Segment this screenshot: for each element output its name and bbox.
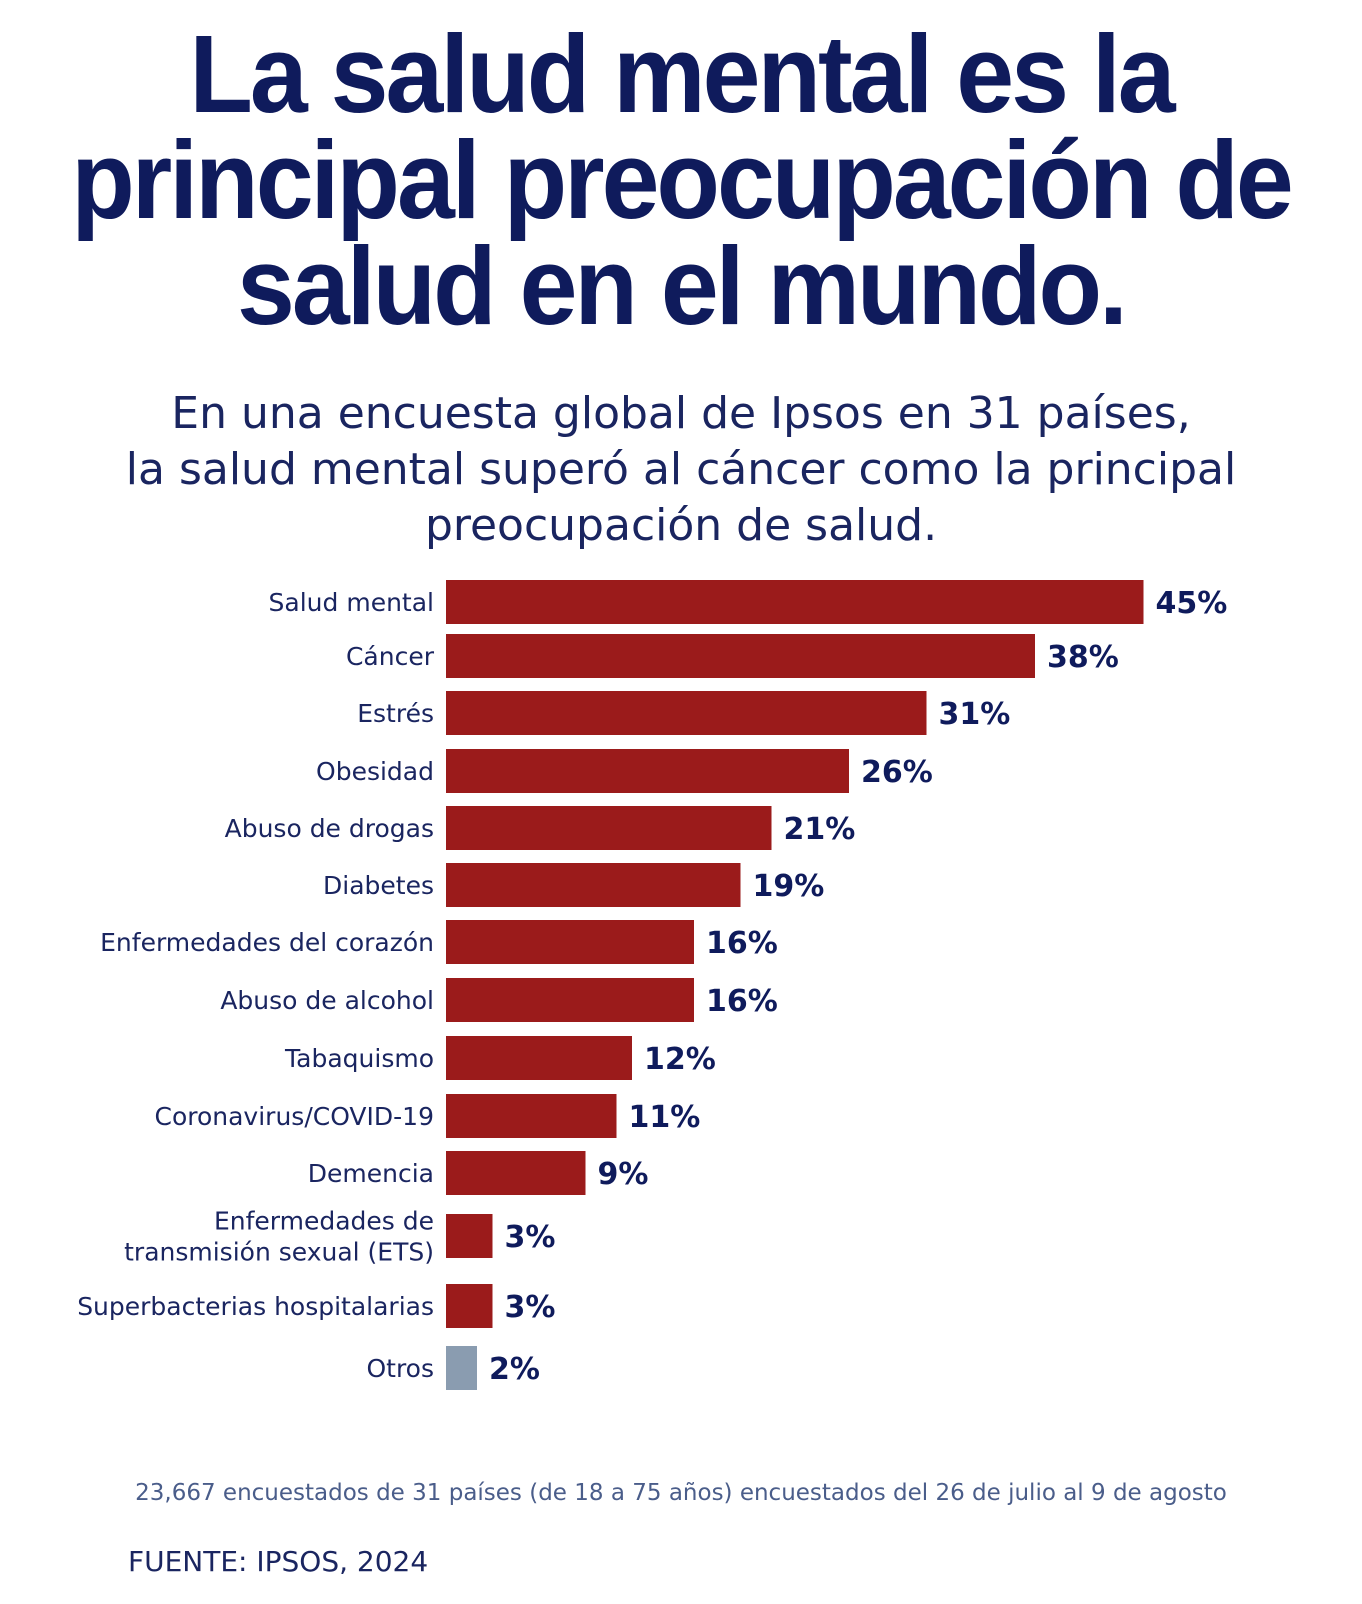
subtitle-line-3: preocupación de salud. <box>424 500 938 551</box>
value-label: 3% <box>505 1220 556 1255</box>
bar <box>446 1346 477 1390</box>
category-label: Enfermedades de <box>214 1207 434 1236</box>
bar <box>446 863 741 907</box>
chart-title: La salud mental es la principal preocupa… <box>0 13 1362 349</box>
category-label: Enfermedades del corazón <box>100 928 434 957</box>
survey-note: 23,667 encuestados de 31 países (de 18 a… <box>135 1480 1227 1506</box>
bar <box>446 580 1144 624</box>
category-label: Abuso de alcohol <box>220 986 434 1015</box>
category-label: Otros <box>366 1354 434 1383</box>
value-label: 9% <box>598 1157 649 1192</box>
value-label: 19% <box>753 869 825 904</box>
category-label: Cáncer <box>346 642 435 671</box>
subtitle-line-2: la salud mental superó al cáncer como la… <box>125 444 1237 495</box>
value-label: 12% <box>644 1042 716 1077</box>
bar <box>446 920 694 964</box>
value-label: 31% <box>939 697 1011 732</box>
value-label: 38% <box>1047 640 1119 675</box>
title-line-1: La salud mental es la <box>189 13 1175 137</box>
category-label: Salud mental <box>269 588 434 617</box>
bar <box>446 749 849 793</box>
category-label: Coronavirus/COVID-19 <box>154 1102 434 1131</box>
subtitle-line-1: En una encuesta global de Ipsos en 31 pa… <box>171 388 1191 439</box>
value-label: 16% <box>706 984 778 1019</box>
bar <box>446 634 1035 678</box>
category-label: Diabetes <box>323 871 434 900</box>
category-label: Abuso de drogas <box>225 814 434 843</box>
title-line-2: principal preocupación de <box>71 119 1293 243</box>
bar <box>446 1214 493 1258</box>
bar <box>446 1284 493 1328</box>
bar <box>446 1036 632 1080</box>
value-label: 11% <box>629 1100 701 1135</box>
value-label: 16% <box>706 926 778 961</box>
bar <box>446 1151 586 1195</box>
chart-subtitle: En una encuesta global de Ipsos en 31 pa… <box>0 386 1362 554</box>
value-label: 26% <box>861 755 933 790</box>
category-label: Tabaquismo <box>284 1044 434 1073</box>
bar <box>446 1094 617 1138</box>
value-label: 45% <box>1156 586 1228 621</box>
category-label: Superbacterias hospitalarias <box>77 1292 434 1321</box>
category-label: Estrés <box>357 699 434 728</box>
category-label: transmisión sexual (ETS) <box>124 1238 434 1267</box>
value-label: 21% <box>784 812 856 847</box>
source-credit: FUENTE: IPSOS, 2024 <box>128 1545 429 1578</box>
category-label: Demencia <box>308 1159 434 1188</box>
category-label: Obesidad <box>316 757 434 786</box>
bar-chart: Salud mental 45% Cáncer 38% Estrés 31% Obesida… <box>77 580 1228 1390</box>
value-label: 2% <box>489 1352 540 1387</box>
value-label: 3% <box>505 1290 556 1325</box>
bar <box>446 806 772 850</box>
bar <box>446 978 694 1022</box>
bar <box>446 691 927 735</box>
title-line-3: salud en el mundo. <box>237 225 1128 349</box>
